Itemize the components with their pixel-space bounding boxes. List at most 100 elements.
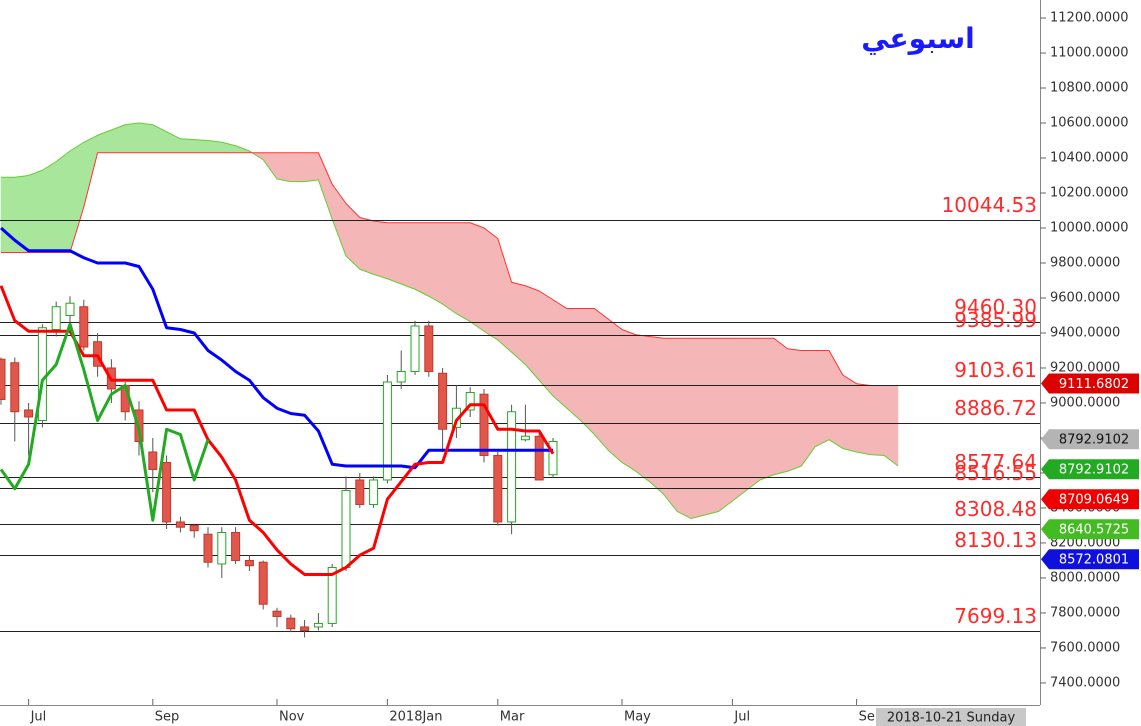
cloud-segment [304, 152, 319, 182]
price-tag [1041, 429, 1139, 450]
cloud-segment [718, 337, 733, 512]
y-tick-label: 10600.0000 [1050, 116, 1129, 131]
candle-body [465, 391, 475, 411]
cloud-segment [400, 222, 416, 290]
cloud-segment [883, 385, 899, 467]
candle-body [534, 435, 544, 481]
candle-body [148, 451, 158, 470]
cloud-segment [0, 177, 16, 253]
cloud-segment [456, 222, 471, 323]
candle-body [175, 521, 185, 528]
indicator-line [0, 322, 210, 522]
level-label: 8308.48 [954, 497, 1037, 521]
cloud-segment [759, 337, 775, 481]
y-tick-label: 10000.0000 [1050, 221, 1129, 236]
cloud-segment [387, 222, 402, 285]
candle-body [203, 533, 213, 563]
y-tick-label: 10200.0000 [1050, 186, 1129, 201]
level-label: 8577.64 [954, 450, 1037, 474]
cloud-segment [511, 281, 526, 366]
level-label: 9460.30 [954, 295, 1037, 319]
candle-body [424, 325, 434, 372]
cloud-segment [538, 290, 554, 397]
cloud-segment [856, 383, 871, 455]
cloud-segment [745, 337, 761, 491]
candle-body [410, 325, 420, 372]
x-tick-label: Jul [733, 710, 750, 725]
cloud-segment [276, 152, 292, 182]
cloud-segment [414, 222, 430, 297]
y-tick-label: 11000.0000 [1050, 46, 1129, 61]
candle-body [341, 489, 351, 568]
cloud-segment [663, 337, 678, 513]
price-tag-label: 8640.5725 [1059, 523, 1129, 538]
level-label: 8516.55 [954, 461, 1037, 485]
y-tick-label: 9400.0000 [1050, 325, 1120, 340]
candle-body [548, 440, 558, 476]
cloud-segment [359, 217, 374, 275]
candle-body [79, 306, 89, 348]
level-label: 8886.72 [954, 396, 1037, 420]
level-label: 7699.13 [954, 604, 1037, 628]
level-label: 8130.13 [954, 528, 1037, 552]
indicator-line [0, 226, 553, 470]
cloud-segment [773, 337, 788, 476]
y-tick-label: 11200.0000 [1050, 11, 1129, 26]
price-tag [1041, 519, 1139, 540]
price-tag [1041, 373, 1139, 394]
cloud-segment [635, 334, 650, 483]
x-tick-label: Nov [279, 710, 305, 725]
cloud-segment [870, 385, 885, 456]
x-tick-label: Sep [155, 710, 180, 725]
candle-body [10, 362, 20, 413]
candle-body [65, 302, 75, 316]
x-tick-label: Jul [30, 710, 47, 725]
price-tag-label: 8709.0649 [1059, 493, 1129, 508]
cloud-segment [787, 348, 802, 472]
price-tag [1041, 489, 1139, 510]
cursor-date: 2018-10-21 Sunday [887, 711, 1016, 726]
y-tick-label: 10800.0000 [1050, 81, 1129, 96]
candle-body [479, 393, 489, 456]
cloud-segment [373, 220, 388, 280]
cloud-segment [42, 161, 57, 253]
candle-body [24, 409, 34, 418]
cloud-segment [649, 336, 664, 495]
y-tick-label: 10400.0000 [1050, 151, 1129, 166]
cloud-segment [621, 329, 637, 472]
candle-body [286, 617, 296, 630]
cloud-segment [801, 350, 816, 467]
cloud-segment [124, 122, 140, 154]
level-label: 10044.53 [942, 193, 1037, 217]
candle-body [272, 610, 282, 617]
cloud-segment [552, 299, 568, 409]
candle-body [189, 524, 199, 532]
chart-title: اسبوعي [861, 22, 975, 55]
cloud-segment [55, 150, 71, 253]
cloud-segment [732, 337, 747, 502]
candle-body [300, 626, 310, 631]
cloud-segment [566, 308, 581, 422]
y-tick-label: 7800.0000 [1050, 605, 1120, 620]
candle-body [493, 454, 503, 523]
candle-body [327, 566, 337, 624]
price-tag-label: 8572.0801 [1059, 553, 1129, 568]
indicator-line [0, 285, 555, 576]
cloud-segment [469, 222, 485, 332]
price-tag [1041, 459, 1139, 480]
candle-body [396, 370, 406, 383]
cloud-segment [290, 152, 305, 182]
candle-body [507, 411, 517, 523]
cloud-segment [842, 374, 857, 453]
cloud-segment [442, 222, 457, 315]
y-tick-label: 9000.0000 [1050, 395, 1120, 410]
cloud-segment [607, 318, 623, 464]
cloud-segment [594, 307, 609, 451]
y-tick-label: 8000.0000 [1050, 570, 1120, 585]
cloud-segment [690, 337, 706, 519]
candle-body [258, 561, 268, 605]
candle-body [313, 622, 323, 628]
y-tick-label: 9800.0000 [1050, 255, 1120, 270]
span-b-line [1, 152, 898, 386]
